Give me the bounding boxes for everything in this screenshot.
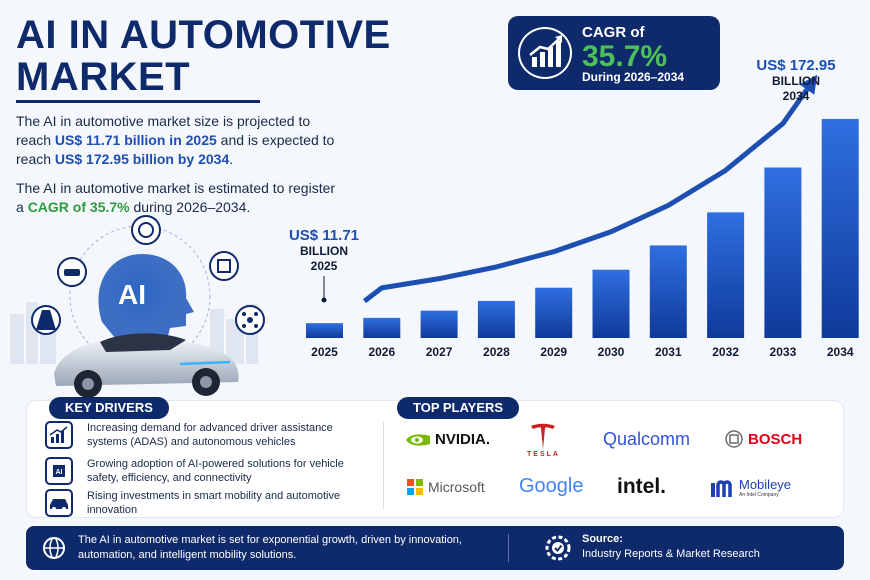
growth-chart-icon: [518, 27, 572, 79]
end-year-label: 2034: [783, 89, 810, 103]
bar-2027: [420, 310, 458, 338]
bosch-logo: BOSCH: [725, 430, 802, 448]
intro-text-1c: and is expected to reach: [16, 132, 335, 167]
car-icon: [45, 489, 73, 517]
x-tick-2026: 2026: [368, 345, 395, 359]
intro-text: The AI in automotive market size is proj…: [16, 112, 346, 227]
x-tick-2033: 2033: [770, 345, 797, 359]
bar-2026: [363, 317, 401, 338]
cagr-period: During 2026–2034: [582, 70, 685, 84]
x-tick-2029: 2029: [540, 345, 567, 359]
driver-item-2: AI Growing adoption of AI-powered soluti…: [45, 457, 347, 485]
cagr-callout: CAGR of 35.7% During 2026–2034: [508, 16, 720, 90]
qualcomm-logo: Qualcomm: [603, 429, 690, 450]
bar-2025: [306, 323, 343, 338]
chip-icon: [209, 251, 239, 281]
bar-2032: [707, 212, 745, 338]
microsoft-wordmark: Microsoft: [428, 479, 485, 495]
tesla-logo: TESLA: [527, 421, 560, 458]
driver-item-1: Increasing demand for advanced driver as…: [45, 421, 347, 449]
intro-text-1e: .: [229, 151, 234, 167]
intro-cagr-value: CAGR of 35.7%: [27, 199, 130, 215]
network-icon: [235, 305, 265, 335]
gear-check-icon: [544, 534, 572, 567]
start-year-label: 2025: [311, 259, 338, 273]
ai-car-illustration: AI: [10, 214, 280, 400]
x-tick-2031: 2031: [655, 345, 682, 359]
bar-2029: [535, 287, 573, 338]
electric-car-image: [54, 333, 239, 398]
intro-paragraph-2: The AI in automotive market is estimated…: [16, 179, 346, 217]
drivers-players-panel: KEY DRIVERS Increasing demand for advanc…: [26, 397, 844, 518]
intro-text-2a: The AI in automotive market is estimated…: [16, 180, 336, 215]
intro-2025-value: US$ 11.71 billion in 2025: [54, 132, 217, 148]
driver-text-3: Rising investments in smart mobility and…: [87, 490, 341, 516]
x-tick-2027: 2027: [426, 345, 453, 359]
growth-chart-icon: [45, 421, 73, 449]
driver-text-1: Increasing demand for advanced driver as…: [87, 422, 333, 448]
intel-wordmark: intel.: [617, 475, 667, 498]
intro-text-1a: The AI in automotive market size is proj…: [16, 113, 311, 148]
driver-text-2: Growing adoption of AI-powered solutions…: [87, 458, 344, 484]
nvidia-wordmark: NVIDIA.: [435, 431, 491, 448]
top-players-heading: TOP PLAYERS: [397, 397, 520, 419]
footer-summary: The AI in automotive market is set for e…: [78, 534, 462, 561]
mobileye-wordmark: Mobileye: [739, 477, 792, 492]
svg-text:AI: AI: [56, 469, 63, 476]
x-tick-2028: 2028: [483, 345, 510, 359]
qualcomm-wordmark: Qualcomm: [603, 429, 691, 449]
bar-2030: [592, 269, 630, 338]
nvidia-logo: NVIDIA.: [405, 431, 490, 448]
car-front-icon: [57, 257, 87, 287]
bar-2031: [649, 245, 687, 338]
growth-arrow: [362, 88, 809, 304]
x-tick-2034: 2034: [827, 345, 854, 359]
road-icon: [31, 305, 61, 335]
end-unit-label: BILLION: [772, 74, 820, 88]
intel-logo: intel.: [617, 475, 666, 499]
microsoft-logo: Microsoft: [407, 479, 485, 495]
x-tick-2030: 2030: [598, 345, 625, 359]
growth-arrowhead: [799, 74, 818, 95]
source-label: Source:: [582, 533, 623, 545]
x-tick-2032: 2032: [712, 345, 739, 359]
tesla-wordmark: TESLA: [527, 451, 560, 458]
globe-icon: [42, 536, 66, 565]
bar-2033: [764, 167, 802, 338]
start-unit-label: BILLION: [300, 244, 348, 258]
end-value-label: US$ 172.95: [756, 57, 835, 74]
bosch-wordmark: BOSCH: [748, 430, 803, 448]
cagr-label: CAGR of: [582, 24, 645, 41]
footer-banner: The AI in automotive market is set for e…: [26, 526, 844, 570]
mobileye-logo: Mobileye An Intel Company: [711, 477, 791, 498]
bar-2028: [477, 300, 515, 338]
ai-chip-icon: AI: [45, 457, 73, 485]
cagr-value: 35.7%: [582, 40, 668, 73]
panel-divider: [383, 421, 384, 509]
source-text: Industry Reports & Market Research: [582, 548, 760, 560]
intro-text-2c: during 2026–2034.: [129, 199, 251, 215]
mobileye-subtitle: An Intel Company: [739, 492, 779, 498]
ai-head-label: AI: [118, 279, 146, 310]
key-drivers-heading: KEY DRIVERS: [49, 397, 169, 419]
google-logo: Google: [519, 475, 584, 498]
intro-paragraph-1: The AI in automotive market size is proj…: [16, 112, 346, 169]
market-size-bar-chart: 2025 2026 2027 2028 2029 2030 2031 2032 2033 2034…: [289, 57, 859, 359]
bar-2034: [821, 118, 859, 339]
title-underline: [16, 100, 260, 103]
page-title: AI IN AUTOMOTIVE MARKET: [16, 13, 391, 99]
driver-item-3: Rising investments in smart mobility and…: [45, 489, 347, 517]
intro-2034-value: US$ 172.95 billion by 2034: [54, 151, 230, 167]
start-value-label: US$ 11.71: [289, 227, 359, 244]
google-wordmark: Google: [519, 475, 584, 497]
footer-divider: [508, 534, 509, 562]
steering-wheel-icon: [131, 215, 161, 245]
x-tick-2025: 2025: [311, 345, 338, 359]
